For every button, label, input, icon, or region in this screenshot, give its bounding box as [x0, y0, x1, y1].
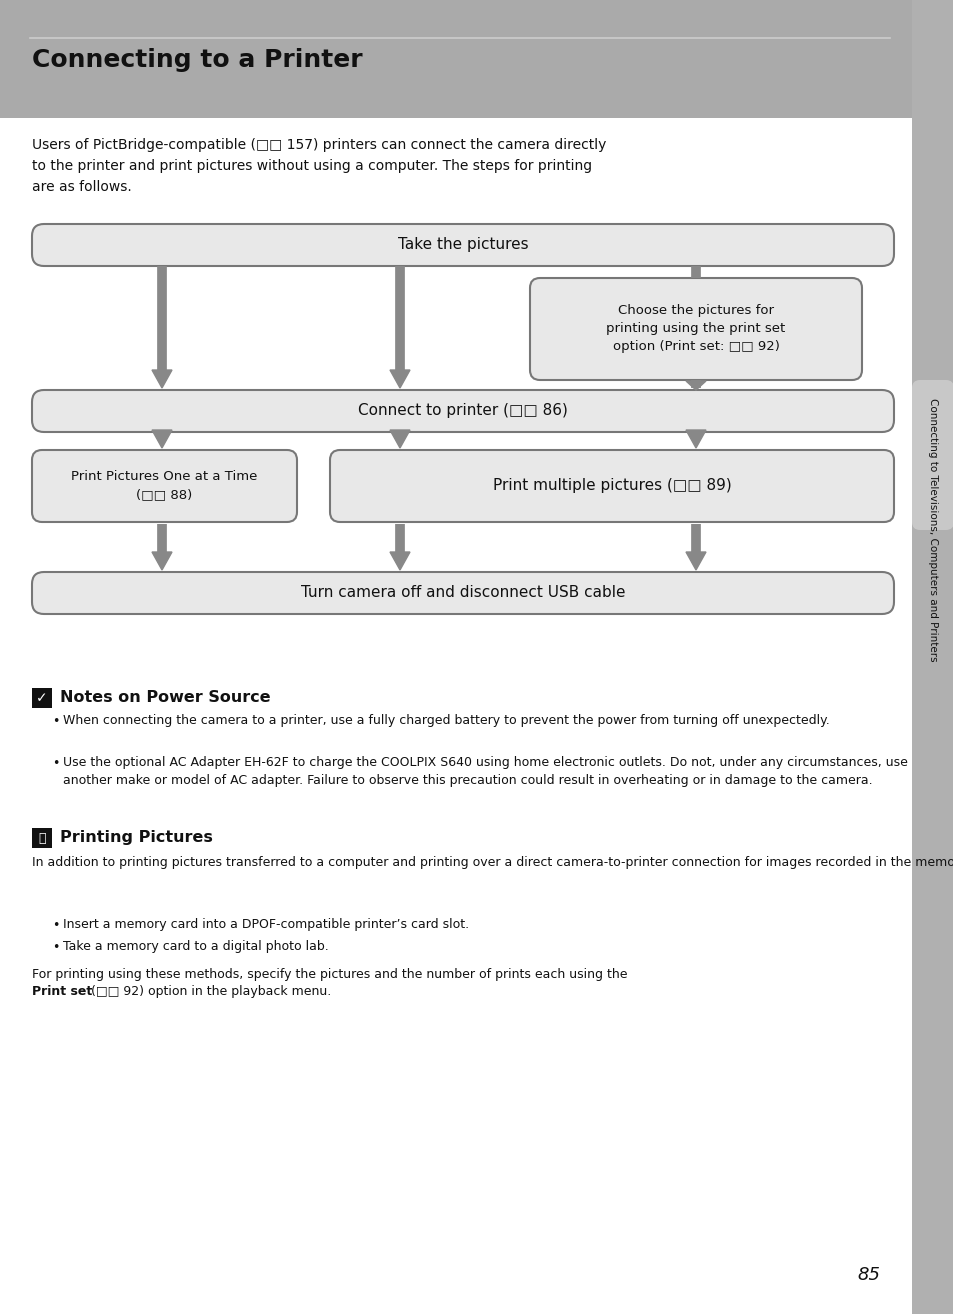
Text: Users of PictBridge-compatible (□□ 157) printers can connect the camera directly: Users of PictBridge-compatible (□□ 157) …: [32, 138, 606, 194]
Text: Printing Pictures: Printing Pictures: [60, 830, 213, 845]
Text: ✓: ✓: [36, 691, 48, 706]
FancyBboxPatch shape: [32, 572, 893, 614]
Text: Turn camera off and disconnect USB cable: Turn camera off and disconnect USB cable: [300, 586, 624, 600]
Polygon shape: [390, 430, 410, 448]
FancyBboxPatch shape: [530, 279, 862, 380]
Text: Use the optional AC Adapter EH-62F to charge the COOLPIX S640 using home electro: Use the optional AC Adapter EH-62F to ch…: [63, 756, 907, 787]
Text: Insert a memory card into a DPOF-compatible printer’s card slot.: Insert a memory card into a DPOF-compati…: [63, 918, 469, 932]
Polygon shape: [152, 371, 172, 388]
Text: Choose the pictures for
printing using the print set
option (Print set: □□ 92): Choose the pictures for printing using t…: [606, 305, 785, 353]
Text: Notes on Power Source: Notes on Power Source: [60, 690, 271, 706]
Text: 85: 85: [856, 1265, 879, 1284]
Polygon shape: [152, 430, 172, 448]
Polygon shape: [390, 371, 410, 388]
Text: •: •: [52, 918, 59, 932]
Polygon shape: [390, 552, 410, 570]
Text: When connecting the camera to a printer, use a fully charged battery to prevent : When connecting the camera to a printer,…: [63, 714, 829, 727]
Bar: [32, 828, 52, 848]
Text: Take the pictures: Take the pictures: [397, 238, 528, 252]
Text: •: •: [52, 941, 59, 954]
Polygon shape: [685, 430, 705, 448]
Text: Print multiple pictures (□□ 89): Print multiple pictures (□□ 89): [492, 478, 731, 494]
Text: Connecting to Televisions, Computers and Printers: Connecting to Televisions, Computers and…: [927, 398, 937, 662]
FancyBboxPatch shape: [32, 223, 893, 265]
Bar: [32, 689, 52, 708]
Polygon shape: [685, 381, 705, 390]
Bar: [0, 0, 953, 118]
Text: •: •: [52, 757, 59, 770]
Text: For printing using these methods, specify the pictures and the number of prints : For printing using these methods, specif…: [32, 968, 627, 982]
Text: Print set: Print set: [32, 986, 92, 999]
FancyBboxPatch shape: [330, 449, 893, 522]
Text: Print Pictures One at a Time
(□□ 88): Print Pictures One at a Time (□□ 88): [71, 470, 257, 502]
Text: ⌕: ⌕: [38, 832, 46, 845]
FancyBboxPatch shape: [32, 449, 296, 522]
Text: •: •: [52, 715, 59, 728]
Text: In addition to printing pictures transferred to a computer and printing over a d: In addition to printing pictures transfe…: [32, 855, 953, 869]
Text: Take a memory card to a digital photo lab.: Take a memory card to a digital photo la…: [63, 940, 329, 953]
Bar: [911, 0, 953, 1314]
Text: Connect to printer (□□ 86): Connect to printer (□□ 86): [357, 403, 567, 418]
Text: Connecting to a Printer: Connecting to a Printer: [32, 49, 362, 72]
Text: (□□ 92) option in the playback menu.: (□□ 92) option in the playback menu.: [87, 986, 331, 999]
Polygon shape: [685, 552, 705, 570]
Polygon shape: [152, 552, 172, 570]
FancyBboxPatch shape: [911, 380, 953, 530]
FancyBboxPatch shape: [32, 390, 893, 432]
